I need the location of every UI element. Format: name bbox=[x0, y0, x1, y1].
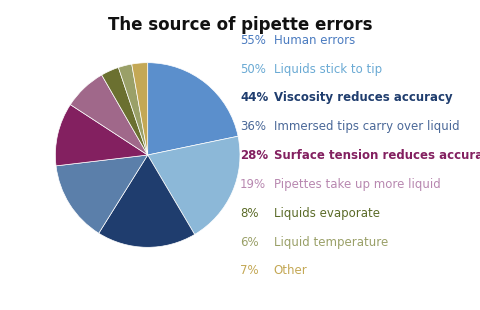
Wedge shape bbox=[55, 104, 148, 166]
Text: 7%: 7% bbox=[240, 264, 259, 277]
Wedge shape bbox=[148, 63, 238, 155]
Text: 8%: 8% bbox=[240, 207, 259, 220]
Text: Liquids stick to tip: Liquids stick to tip bbox=[274, 63, 382, 76]
Text: The source of pipette errors: The source of pipette errors bbox=[108, 16, 372, 33]
Text: Liquid temperature: Liquid temperature bbox=[274, 236, 388, 249]
Text: Viscosity reduces accuracy: Viscosity reduces accuracy bbox=[274, 91, 452, 104]
Text: 6%: 6% bbox=[240, 236, 259, 249]
Wedge shape bbox=[99, 155, 195, 247]
Text: 50%: 50% bbox=[240, 63, 266, 76]
Text: 36%: 36% bbox=[240, 120, 266, 133]
Wedge shape bbox=[148, 136, 240, 234]
Wedge shape bbox=[56, 155, 148, 233]
Text: 55%: 55% bbox=[240, 34, 266, 47]
Wedge shape bbox=[132, 63, 148, 155]
Text: Human errors: Human errors bbox=[274, 34, 355, 47]
Text: Liquids evaporate: Liquids evaporate bbox=[274, 207, 380, 220]
Text: 19%: 19% bbox=[240, 178, 266, 191]
Text: 44%: 44% bbox=[240, 91, 268, 104]
Text: Surface tension reduces accuracy: Surface tension reduces accuracy bbox=[274, 149, 480, 162]
Text: Pipettes take up more liquid: Pipettes take up more liquid bbox=[274, 178, 440, 191]
Wedge shape bbox=[71, 75, 148, 155]
Text: Immersed tips carry over liquid: Immersed tips carry over liquid bbox=[274, 120, 459, 133]
Wedge shape bbox=[102, 68, 148, 155]
Text: 28%: 28% bbox=[240, 149, 268, 162]
Wedge shape bbox=[119, 64, 148, 155]
Text: Other: Other bbox=[274, 264, 307, 277]
